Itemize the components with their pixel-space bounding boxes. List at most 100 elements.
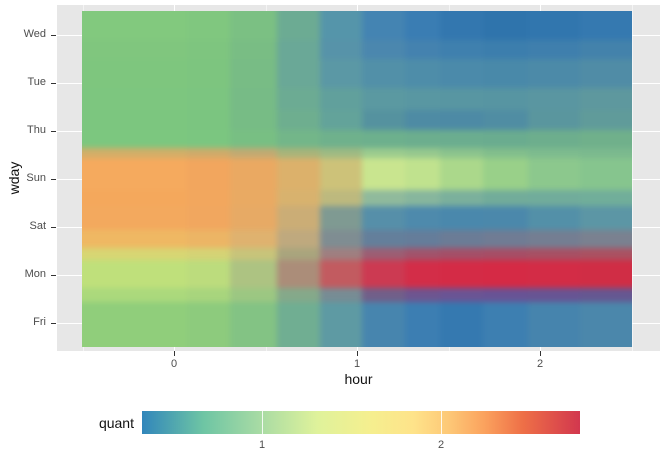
y-tick-label: Mon — [24, 268, 46, 280]
heatmap-cell — [277, 40, 320, 59]
heatmap-cell — [320, 230, 362, 248]
heatmap-cell — [483, 260, 528, 288]
heatmap-cell — [187, 260, 230, 288]
x-tick-mark — [174, 351, 175, 356]
heatmap-cell — [580, 230, 632, 248]
heatmap-cell — [440, 11, 483, 40]
heatmap-cell — [362, 59, 405, 88]
heatmap-cell — [320, 130, 362, 148]
heatmap-cell — [440, 88, 483, 110]
heatmap-cell — [483, 230, 528, 248]
heatmap-cell — [230, 288, 277, 302]
heatmap-cell — [277, 190, 320, 206]
heatmap-cell — [362, 302, 405, 347]
heatmap-cell — [528, 230, 580, 248]
heatmap-cell — [320, 190, 362, 206]
heatmap-cell — [483, 288, 528, 302]
heatmap-cell — [483, 110, 528, 130]
heatmap-cell — [362, 248, 405, 260]
legend-title: quant — [98, 414, 134, 431]
heatmap-cell — [82, 230, 187, 248]
heatmap-cell — [528, 206, 580, 230]
heatmap-cell — [362, 260, 405, 288]
legend-tick-mark — [441, 411, 442, 434]
heatmap-cell — [230, 148, 277, 158]
heatmap-cell — [405, 148, 440, 158]
heatmap-cell — [82, 248, 187, 260]
x-tick-label: 0 — [170, 358, 178, 370]
heatmap-cell — [405, 130, 440, 148]
heatmap-cell — [320, 248, 362, 260]
y-tick-label: Sun — [26, 172, 46, 184]
heatmap-cell — [277, 11, 320, 40]
heatmap-cell — [187, 148, 230, 158]
heatmap-cell — [230, 190, 277, 206]
heatmap-cell — [528, 88, 580, 110]
heatmap-cell — [405, 230, 440, 248]
heatmap-cell — [187, 302, 230, 347]
y-tick-label: Thu — [27, 124, 46, 136]
plot-panel — [57, 5, 660, 351]
heatmap-cell — [277, 248, 320, 260]
heatmap-cell — [320, 158, 362, 190]
heatmap-cell — [82, 206, 187, 230]
heatmap-cell — [440, 260, 483, 288]
heatmap-cell — [405, 190, 440, 206]
heatmap-cell — [230, 110, 277, 130]
heatmap-cell — [528, 158, 580, 190]
heatmap-cell — [528, 190, 580, 206]
heatmap-cell — [187, 230, 230, 248]
heatmap-cell — [483, 148, 528, 158]
heatmap-cell — [187, 248, 230, 260]
y-tick-mark — [51, 83, 56, 84]
heatmap-cell — [405, 260, 440, 288]
heatmap-cell — [230, 130, 277, 148]
legend-tick-label: 1 — [258, 439, 266, 451]
x-tick-mark — [357, 351, 358, 356]
heatmap-cell — [440, 302, 483, 347]
heatmap-cell — [483, 158, 528, 190]
heatmap-cell — [82, 88, 187, 110]
heatmap-cell — [187, 11, 230, 40]
heatmap-cell — [528, 288, 580, 302]
heatmap-cell — [277, 206, 320, 230]
heatmap-cell — [440, 158, 483, 190]
heatmap-cell — [187, 288, 230, 302]
heatmap-cell — [230, 11, 277, 40]
heatmap-cell — [580, 88, 632, 110]
heatmap-cell — [277, 230, 320, 248]
heatmap-cell — [528, 130, 580, 148]
heatmap-cell — [277, 260, 320, 288]
heatmap-cell — [82, 260, 187, 288]
heatmap-cell — [187, 59, 230, 88]
heatmap-cell — [580, 130, 632, 148]
legend-tick-label: 2 — [437, 439, 445, 451]
heatmap-cell — [230, 230, 277, 248]
heatmap-cell — [362, 11, 405, 40]
x-minor-gridline — [631, 5, 633, 351]
heatmap-cell — [82, 110, 187, 130]
heatmap-cell — [230, 302, 277, 347]
heatmap-cell — [580, 248, 632, 260]
heatmap-cell — [362, 190, 405, 206]
heatmap-cell — [580, 206, 632, 230]
heatmap-cell — [580, 59, 632, 88]
heatmap-cell — [580, 158, 632, 190]
heatmap-cell — [528, 11, 580, 40]
heatmap-cell — [440, 130, 483, 148]
heatmap-cell — [405, 248, 440, 260]
heatmap-cell — [320, 110, 362, 130]
heatmap-cell — [82, 130, 187, 148]
heatmap-cell — [405, 59, 440, 88]
heatmap-cell — [230, 40, 277, 59]
heatmap-cell — [230, 59, 277, 88]
heatmap-cell — [82, 158, 187, 190]
heatmap-cell — [277, 148, 320, 158]
heatmap-cell — [230, 206, 277, 230]
heatmap-cell — [483, 190, 528, 206]
heatmap-cell — [362, 148, 405, 158]
heatmap-cell — [483, 206, 528, 230]
x-axis-title: hour — [344, 371, 373, 387]
heatmap-cell — [362, 88, 405, 110]
heatmap-cell — [320, 88, 362, 110]
